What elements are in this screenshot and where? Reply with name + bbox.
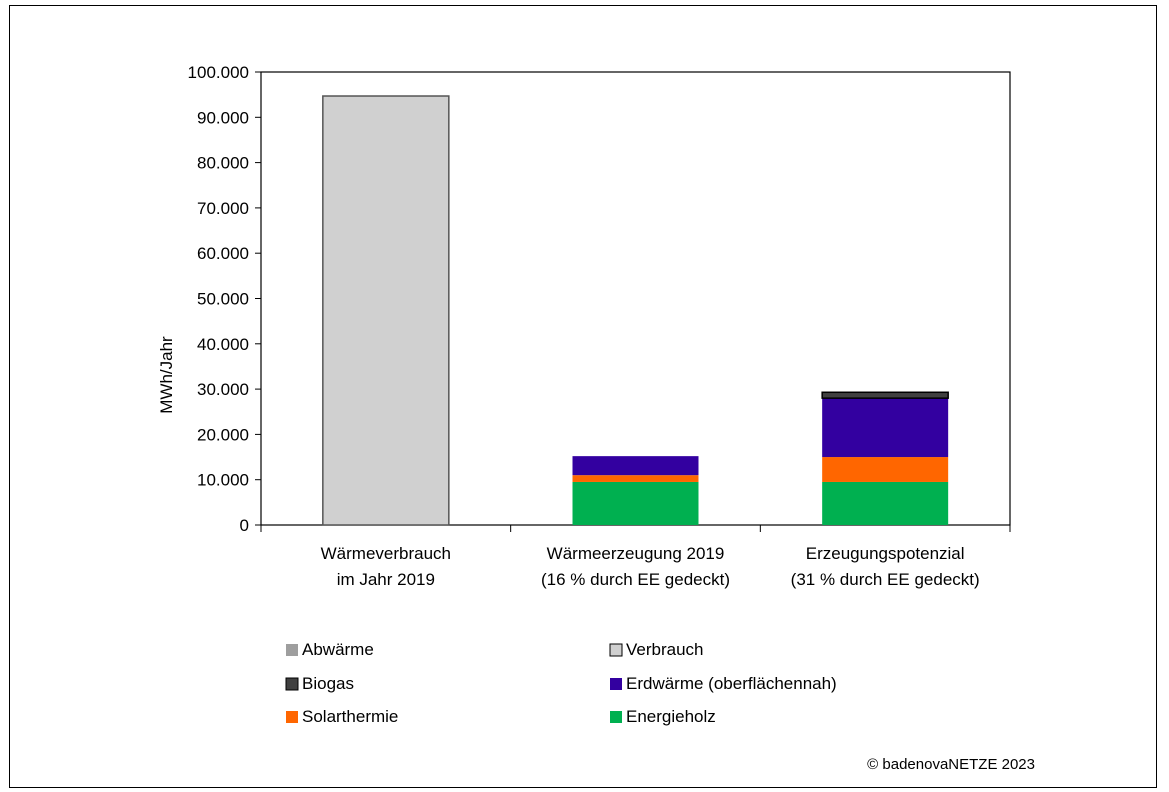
legend-swatch bbox=[609, 643, 623, 657]
legend-swatch bbox=[610, 711, 622, 723]
copyright-notice: © badenovaNETZE 2023 bbox=[867, 756, 1035, 773]
bar-segment bbox=[322, 95, 450, 526]
legend-label: Energieholz bbox=[626, 707, 716, 726]
y-tick-label: 60.000 bbox=[197, 244, 249, 263]
bar-segment bbox=[572, 481, 699, 525]
y-axis: 0 10.000 20.000 30.000 40.000 50.000 60.000 70.… bbox=[188, 63, 261, 535]
bar-segment bbox=[821, 391, 949, 399]
y-tick-label: 70.000 bbox=[197, 199, 249, 218]
legend-label: Solarthermie bbox=[302, 707, 398, 726]
bar-segment bbox=[822, 457, 949, 482]
x-axis: Wärmeverbrauch im Jahr 2019 Wärmeerzeugung… bbox=[260, 525, 1011, 589]
legend-swatch bbox=[285, 677, 299, 691]
legend-swatch bbox=[286, 711, 298, 723]
y-tick-label: 20.000 bbox=[197, 425, 249, 444]
y-tick-label: 40.000 bbox=[197, 335, 249, 354]
legend: Abwärme Verbrauch Biogas Erdwärme (oberfläc… bbox=[285, 640, 837, 726]
legend-label: Verbrauch bbox=[626, 640, 704, 659]
y-tick-label: 0 bbox=[240, 516, 249, 535]
y-tick-label: 30.000 bbox=[197, 380, 249, 399]
legend-swatch bbox=[286, 644, 298, 656]
x-category-label: Erzeugungspotenzial bbox=[806, 544, 965, 563]
legend-label: Abwärme bbox=[302, 640, 374, 659]
y-tick-label: 80.000 bbox=[197, 154, 249, 173]
x-category-label: (16 % durch EE gedeckt) bbox=[541, 570, 730, 589]
y-tick-label: 90.000 bbox=[197, 108, 249, 127]
bar-segment bbox=[822, 481, 949, 525]
bar-segment bbox=[572, 456, 699, 476]
y-axis-label: MWh/Jahr bbox=[157, 336, 176, 414]
bar-segment bbox=[822, 398, 949, 458]
y-tick-label: 50.000 bbox=[197, 290, 249, 309]
legend-label: Erdwärme (oberflächennah) bbox=[626, 674, 837, 693]
bars bbox=[322, 95, 949, 526]
y-tick-label: 10.000 bbox=[197, 471, 249, 490]
legend-label: Biogas bbox=[302, 674, 354, 693]
chart-frame bbox=[9, 5, 1157, 788]
y-tick-label: 100.000 bbox=[188, 63, 249, 82]
x-category-label: Wärmeerzeugung 2019 bbox=[547, 544, 725, 563]
legend-swatch bbox=[610, 678, 622, 690]
x-category-label: Wärmeverbrauch bbox=[321, 544, 451, 563]
bar-segment bbox=[572, 475, 699, 482]
x-category-label: im Jahr 2019 bbox=[337, 570, 435, 589]
x-category-label: (31 % durch EE gedeckt) bbox=[791, 570, 980, 589]
